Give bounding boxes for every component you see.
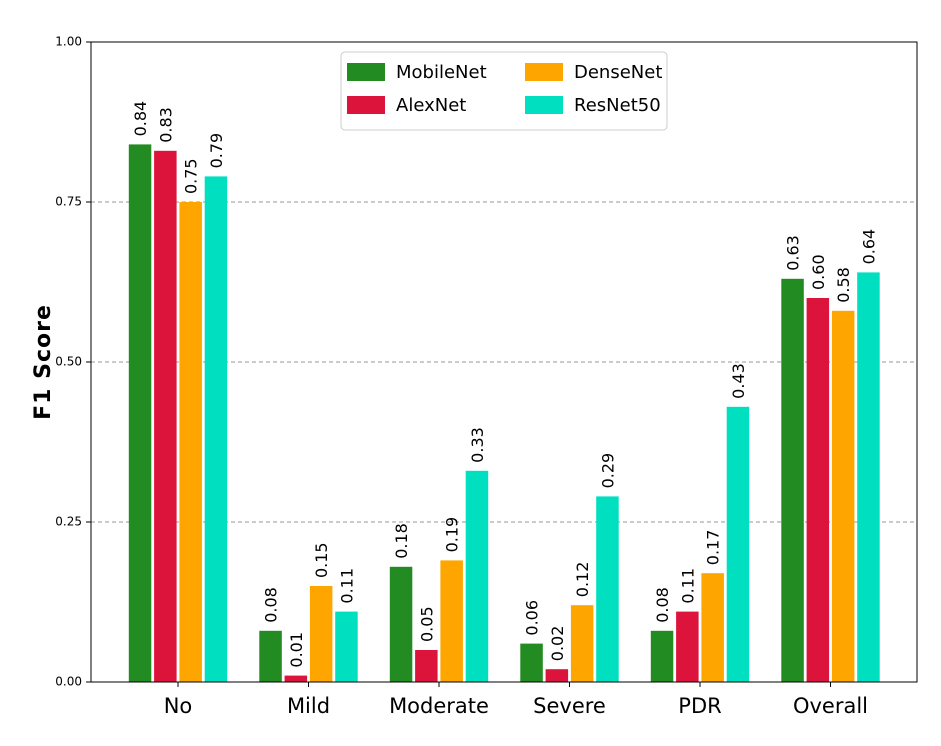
x-tick-label: No [164,694,193,718]
data-label: 0.84 [131,101,150,137]
bar-resnet50-mild [335,611,358,682]
data-labels: 0.84 0.83 0.75 0.79 0.08 0.01 0.15 0.11 0.18 0.05… [131,101,878,668]
bar-mobilenet-pdr [650,630,674,682]
bar-densenet-pdr [701,573,724,682]
x-tick-label: PDR [678,694,721,718]
y-axis-label: F1 Score [31,304,56,420]
x-tick-label: Overall [793,694,868,718]
legend-box [340,51,668,131]
data-label: 0.18 [392,523,411,559]
data-label: 0.60 [809,254,828,290]
bar-mobilenet-moderate [389,566,413,682]
legend-label-resnet50: ResNet50 [574,95,661,116]
legend-swatch-alexnet [347,96,385,114]
x-axis-ticks: No Mild Moderate Severe PDR Overall [164,682,868,718]
y-tick-label: 0.50 [55,355,82,369]
data-label: 0.19 [443,517,462,553]
data-label: 0.05 [417,606,436,642]
legend-label-mobilenet: MobileNet [396,62,487,83]
data-label: 0.29 [598,453,617,489]
data-label: 0.08 [653,587,672,623]
bar-mobilenet-no [128,144,152,682]
data-label: 0.64 [859,229,878,265]
legend-label-densenet: DenseNet [574,62,662,83]
data-label: 0.01 [287,632,306,668]
data-label: 0.63 [784,235,803,271]
legend-swatch-densenet [525,63,563,81]
bar-alexnet-pdr [676,611,699,682]
data-label: 0.06 [523,600,542,636]
bar-resnet50-no [204,176,228,682]
y-tick-label: 0.25 [55,515,82,529]
data-label: 0.12 [573,562,592,598]
bar-densenet-severe [570,605,594,682]
bar-resnet50-overall [857,272,880,682]
data-label: 0.58 [834,267,853,303]
y-tick-label: 0.00 [55,675,82,689]
bar-mobilenet-mild [259,630,282,682]
bar-densenet-overall [831,310,855,682]
data-label: 0.83 [156,107,175,143]
data-label: 0.33 [468,427,487,463]
legend-swatch-resnet50 [525,96,563,114]
data-label: 0.43 [729,363,748,399]
bar-densenet-no [179,202,202,682]
y-tick-label: 0.75 [55,195,82,209]
x-tick-label: Moderate [389,694,489,718]
bar-resnet50-pdr [726,406,750,682]
x-tick-label: Mild [287,694,330,718]
x-tick-label: Severe [533,694,606,718]
legend-swatch-mobilenet [347,63,385,81]
bar-alexnet-overall [806,298,830,682]
data-label: 0.79 [207,133,226,169]
y-tick-label: 1.00 [55,35,82,49]
bar-alexnet-no [154,150,177,683]
legend-label-alexnet: AlexNet [396,95,466,116]
y-axis-ticks: 0.00 0.25 0.50 0.75 1.00 [55,35,91,689]
grid-lines [91,201,917,523]
data-label: 0.17 [704,530,723,566]
legend: MobileNet AlexNet DenseNet ResNet50 [340,51,668,131]
bar-resnet50-severe [596,496,619,682]
data-label: 0.75 [182,158,201,194]
bar-mobilenet-overall [781,278,804,682]
bar-alexnet-severe [545,669,569,682]
bar-densenet-moderate [440,560,463,682]
data-label: 0.11 [678,568,697,604]
data-label: 0.15 [312,542,331,578]
data-label: 0.11 [337,568,356,604]
data-label: 0.08 [262,587,281,623]
data-label: 0.02 [548,626,567,662]
bar-resnet50-moderate [465,470,489,682]
bar-alexnet-moderate [415,650,438,682]
bar-alexnet-mild [284,675,308,682]
bars [128,144,880,683]
bar-mobilenet-severe [520,643,543,682]
bar-densenet-mild [309,586,333,682]
